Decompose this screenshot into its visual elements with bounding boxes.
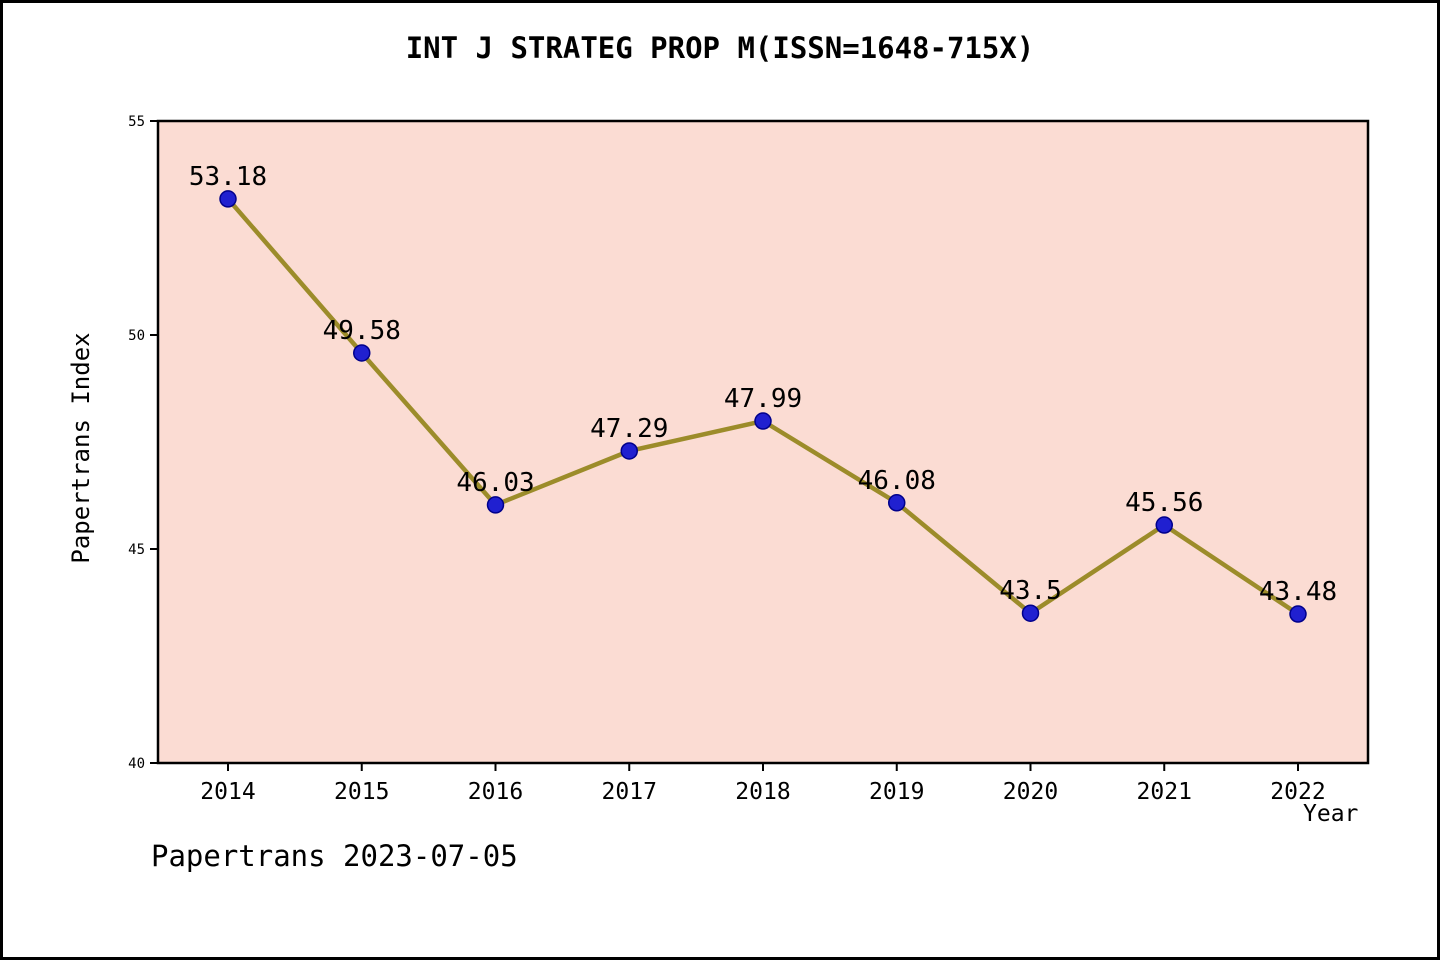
x-axis-label: Year (1303, 801, 1359, 827)
x-tick-label: 2016 (468, 779, 523, 805)
footer-text: Papertrans 2023-07-05 (151, 839, 518, 873)
y-tick-label: 55 (128, 114, 145, 130)
line-chart: 40 45 50 55 2014 2015 2016 2017 2018 2019 2020 2021… (128, 114, 1370, 805)
data-label: 47.29 (590, 414, 668, 444)
y-tick-label: 50 (128, 328, 145, 344)
data-label: 53.18 (189, 162, 267, 192)
chart-title: INT J STRATEG PROP M(ISSN=1648-715X) (405, 31, 1035, 65)
data-label: 47.99 (724, 384, 802, 414)
x-tick-label: 2019 (869, 779, 924, 805)
data-point (353, 344, 371, 362)
data-label: 43.5 (999, 576, 1062, 606)
x-tick-label: 2017 (602, 779, 657, 805)
x-tick-label: 2021 (1137, 779, 1192, 805)
x-tick-label: 2014 (200, 779, 255, 805)
data-label: 43.48 (1259, 577, 1337, 607)
data-point (219, 190, 237, 208)
data-point (1289, 605, 1307, 623)
data-label: 49.58 (323, 316, 401, 346)
x-tick-label: 2022 (1270, 779, 1325, 805)
plot-area (156, 119, 1370, 765)
data-point (1021, 604, 1040, 622)
data-point (1155, 516, 1173, 534)
data-label: 46.03 (456, 468, 534, 498)
data-point (486, 496, 505, 514)
data-point (888, 494, 906, 512)
data-point (754, 412, 772, 430)
x-tick-label: 2018 (735, 779, 790, 805)
y-tick-label: 40 (128, 756, 145, 772)
y-tick-label: 45 (128, 542, 145, 558)
x-tick-label: 2015 (334, 779, 389, 805)
data-label: 45.56 (1125, 488, 1203, 518)
data-label: 46.08 (858, 466, 936, 496)
x-tick-label: 2020 (1003, 779, 1058, 805)
data-point (620, 442, 638, 460)
